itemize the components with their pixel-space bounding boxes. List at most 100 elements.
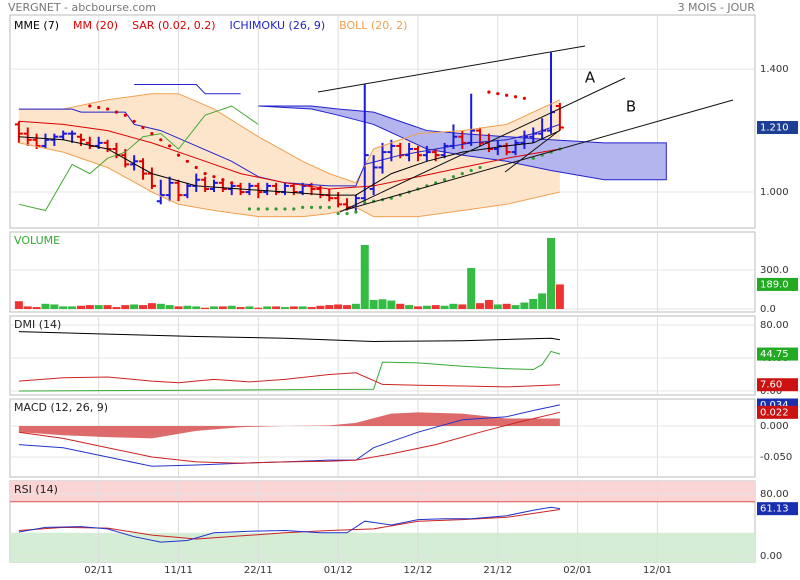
last-value-label: 44.75 [760, 349, 789, 360]
sar-dot [505, 93, 509, 97]
last-value-box [757, 405, 798, 419]
y-tick-label: 0.00 [760, 386, 782, 397]
volume-bar [449, 303, 458, 310]
volume-bar [147, 303, 156, 310]
y-tick-label: 80.00 [760, 320, 789, 331]
x-tick-label: 22/11 [244, 565, 273, 576]
volume-bar [218, 306, 227, 310]
x-tick-label: 02/11 [84, 565, 113, 576]
volume-bar [50, 304, 59, 310]
volume-bar [183, 305, 192, 310]
labels-layer: 1.000 1.400 BOLL (20, 2) ICHIMOKU (26, 9) MM… [14, 19, 798, 576]
volume-bar [156, 303, 165, 310]
sar-dot [336, 211, 340, 216]
histogram-area [18, 412, 560, 439]
volume-bar [14, 301, 23, 310]
sar-dot [363, 201, 367, 205]
volume-bar [76, 305, 85, 310]
sar-dot [478, 165, 482, 170]
volume-bar [201, 307, 210, 310]
volume-bar [413, 306, 422, 310]
y-tick-label: 0.00 [760, 551, 782, 562]
line [18, 372, 560, 388]
x-tick-label: 02/01 [563, 565, 592, 576]
sar-dot [185, 159, 189, 163]
volume-bar [209, 306, 218, 310]
volume-bar [272, 306, 281, 310]
volume-bar [520, 302, 529, 310]
annotation: A [585, 69, 596, 87]
sar-dot [141, 125, 145, 130]
volume-bar [59, 306, 68, 310]
last-value-label: 61.13 [760, 504, 789, 515]
volume-bar [467, 268, 476, 310]
y-tick-label: 1.000 [760, 187, 789, 198]
sar-dot [460, 171, 464, 176]
volume-bar [351, 303, 360, 310]
sar-dot [309, 205, 314, 210]
volume-bar [325, 305, 334, 310]
x-tick-label: 01/12 [324, 565, 353, 576]
trend-line [504, 129, 561, 173]
panel-title: DMI (14) [14, 318, 61, 331]
volume-bar [280, 307, 289, 310]
volume-bar [236, 307, 245, 310]
last-value-box [757, 120, 798, 134]
last-value-box [757, 378, 798, 392]
volume-bar [174, 306, 183, 310]
last-value-label: 1.210 [760, 122, 789, 133]
sar-dot [114, 110, 119, 114]
volume-bar [289, 306, 298, 310]
sar-dot [265, 207, 269, 211]
bollinger-lower [18, 142, 561, 218]
sar-dot [247, 207, 252, 211]
volume-bar [529, 298, 538, 310]
volume-bar [343, 305, 352, 310]
y-tick-label: 1.400 [760, 64, 789, 75]
panel-title: RSI (14) [14, 483, 58, 496]
sar-dot [203, 171, 207, 176]
bollinger-upper [18, 93, 561, 184]
lines-layer [18, 84, 562, 543]
last-value-box [757, 347, 798, 361]
panel-title: MACD (12, 26, 9) [14, 401, 108, 414]
sar-dot [88, 104, 92, 108]
sar-dot [150, 132, 154, 136]
volume-bar [227, 305, 236, 310]
sar-dot [354, 210, 358, 214]
volume-bar [547, 237, 556, 310]
trend-line [344, 99, 734, 211]
panel [9, 398, 756, 478]
trend-lines [317, 45, 734, 213]
y-tick-label: 0.0 [760, 304, 776, 315]
volume-bar [94, 305, 103, 310]
volume-bar [484, 300, 493, 310]
volume-bar [334, 304, 343, 310]
moving-average [18, 130, 561, 196]
sar-dot [159, 138, 163, 142]
last-value-label: 0.022 [760, 407, 789, 418]
last-value-label: 0.034 [760, 400, 789, 411]
sar-dot [292, 207, 296, 211]
volume-bar [502, 303, 511, 310]
line [18, 331, 560, 343]
panel [9, 231, 756, 313]
volume-bar [139, 305, 148, 310]
source: VERGNET - abcbourse.com [8, 1, 156, 14]
sar-dot [132, 119, 136, 123]
volume-bar [41, 303, 50, 310]
legend-entry: ICHIMOKU (26, 9) [230, 19, 326, 32]
sar-dot [212, 175, 216, 179]
panel [9, 315, 756, 396]
sar-dot [345, 211, 349, 216]
volume-bar [307, 307, 316, 310]
volume-bar [316, 305, 325, 310]
line [18, 350, 561, 392]
ichimoku-line [134, 84, 241, 95]
volume-bar [254, 307, 263, 310]
sar-dot [327, 205, 331, 210]
volume-bar [103, 305, 112, 310]
line [18, 411, 561, 464]
sar-dot [105, 107, 110, 111]
volume-bar [32, 307, 41, 310]
